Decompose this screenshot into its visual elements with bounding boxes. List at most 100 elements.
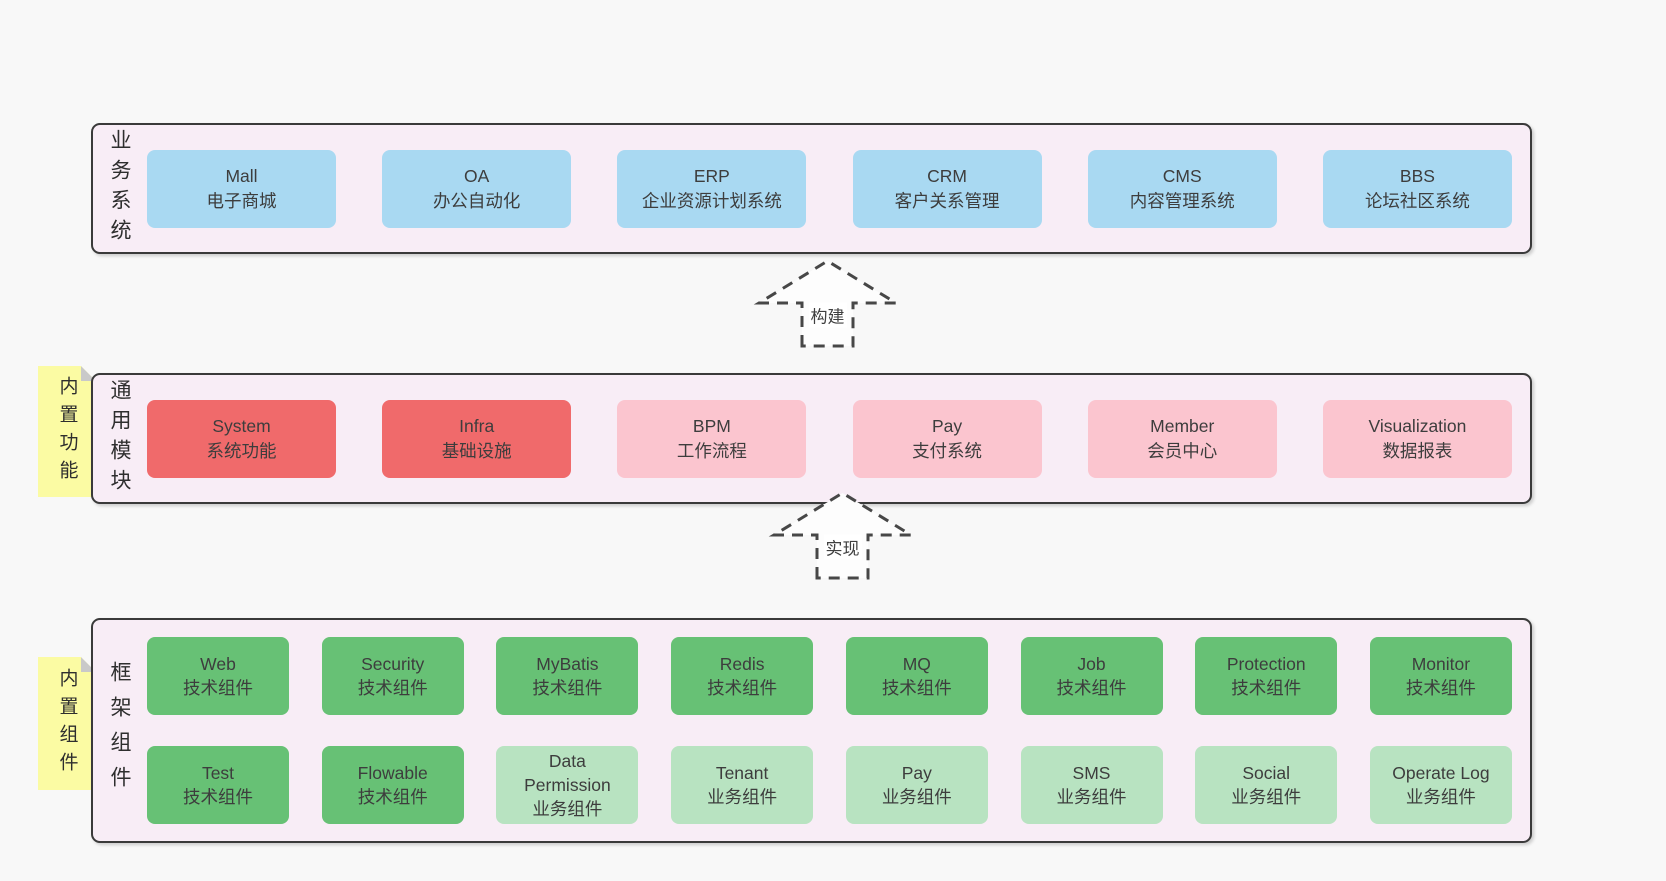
box-title: Pay xyxy=(901,762,932,783)
box-subtitle: 数据报表 xyxy=(1382,440,1453,461)
box-title: Tenant xyxy=(715,762,769,783)
arrow-label: 实现 xyxy=(823,534,862,560)
build-arrow: 构建 xyxy=(750,255,905,349)
box-crm: CRM 客户关系管理 xyxy=(852,149,1042,228)
box-title: Data Permission xyxy=(524,750,611,795)
box-security: Security 技术组件 xyxy=(321,637,464,715)
box-operate-log: Operate Log 业务组件 xyxy=(1369,746,1512,824)
box-title: Pay xyxy=(931,416,963,437)
box-subtitle: 业务组件 xyxy=(532,799,603,820)
box-subtitle: 业务组件 xyxy=(1231,787,1302,807)
box-title: Visualization xyxy=(1368,416,1467,437)
box-subtitle: 企业资源计划系统 xyxy=(641,190,782,211)
box-subtitle: 电子商城 xyxy=(206,190,277,211)
box-subtitle: 客户关系管理 xyxy=(894,190,1000,211)
box-sms: SMS 业务组件 xyxy=(1020,746,1163,824)
box-subtitle: 业务组件 xyxy=(1056,787,1127,807)
box-pay-system: Pay 支付系统 xyxy=(852,399,1042,478)
box-protection: Protection 技术组件 xyxy=(1195,637,1338,715)
box-title: CRM xyxy=(927,166,967,187)
section-common-modules: 通用模块 System 系统功能 Infra 基础设施 BPM 工作流程 Pay… xyxy=(91,373,1532,504)
section-title: 通用模块 xyxy=(108,378,131,499)
box-title: MyBatis xyxy=(536,653,599,674)
box-data-permission: Data Permission 业务组件 xyxy=(496,746,639,824)
section-framework-components: 框架组件 Web 技术组件 Security 技术组件 MyBatis 技术组件… xyxy=(91,618,1532,843)
box-subtitle: 业务组件 xyxy=(707,787,778,807)
box-title: Protection xyxy=(1226,653,1306,674)
box-job: Job 技术组件 xyxy=(1020,637,1163,715)
box-mybatis: MyBatis 技术组件 xyxy=(496,637,639,715)
sticky-tab-label: 内置组件 xyxy=(56,667,78,780)
box-title: ERP xyxy=(693,166,730,187)
component-row-1: Web 技术组件 Security 技术组件 MyBatis 技术组件 Redi… xyxy=(147,637,1512,715)
box-system: System 系统功能 xyxy=(147,399,336,478)
box-subtitle: 技术组件 xyxy=(707,678,778,698)
box-title: Infra xyxy=(459,416,495,437)
section-content: Web 技术组件 Security 技术组件 MyBatis 技术组件 Redi… xyxy=(145,620,1530,841)
box-title: Monitor xyxy=(1411,653,1471,674)
box-visualization: Visualization 数据报表 xyxy=(1322,399,1512,478)
box-oa: OA 办公自动化 xyxy=(382,149,572,228)
box-subtitle: 内容管理系统 xyxy=(1129,190,1235,211)
box-infra: Infra 基础设施 xyxy=(382,399,572,478)
box-title: BBS xyxy=(1399,166,1435,187)
box-monitor: Monitor 技术组件 xyxy=(1369,637,1512,715)
box-title: Social xyxy=(1242,762,1291,783)
box-web: Web 技术组件 xyxy=(147,637,289,715)
box-title: Member xyxy=(1150,416,1215,437)
box-subtitle: 技术组件 xyxy=(183,678,253,698)
box-title: Operate Log xyxy=(1392,762,1490,783)
box-title: MQ xyxy=(902,653,931,674)
box-subtitle: 技术组件 xyxy=(1405,678,1476,698)
section-content: System 系统功能 Infra 基础设施 BPM 工作流程 Pay 支付系统… xyxy=(145,375,1530,502)
box-title: Job xyxy=(1077,653,1106,674)
section-business-systems: 业务系统 Mall 电子商城 OA 办公自动化 ERP 企业资源计划系统 CRM… xyxy=(91,123,1532,254)
box-subtitle: 技术组件 xyxy=(1056,678,1127,698)
arrow-label: 构建 xyxy=(808,302,847,328)
box-member: Member 会员中心 xyxy=(1087,399,1277,478)
box-title: Security xyxy=(361,653,425,674)
box-title: BPM xyxy=(692,416,731,437)
box-title: CMS xyxy=(1162,166,1202,187)
box-subtitle: 论坛社区系统 xyxy=(1364,190,1470,211)
box-subtitle: 业务组件 xyxy=(1405,787,1476,807)
box-flowable: Flowable 技术组件 xyxy=(321,746,464,824)
box-bpm: BPM 工作流程 xyxy=(617,399,807,478)
sticky-tab-label: 内置功能 xyxy=(56,375,78,488)
box-subtitle: 系统功能 xyxy=(206,440,277,461)
section-title: 业务系统 xyxy=(108,128,131,249)
box-subtitle: 业务组件 xyxy=(881,787,952,807)
box-subtitle: 技术组件 xyxy=(881,678,952,698)
box-pay-component: Pay 业务组件 xyxy=(845,746,988,824)
box-subtitle: 技术组件 xyxy=(1231,678,1302,698)
box-social: Social 业务组件 xyxy=(1195,746,1338,824)
box-title: System xyxy=(212,416,271,437)
box-subtitle: 技术组件 xyxy=(532,678,603,698)
sticky-tab-built-in-features: 内置功能 xyxy=(38,366,96,497)
sticky-tab-built-in-components: 内置组件 xyxy=(38,657,96,790)
box-title: SMS xyxy=(1072,762,1111,783)
box-mq: MQ 技术组件 xyxy=(845,637,988,715)
box-erp: ERP 企业资源计划系统 xyxy=(617,149,807,228)
box-subtitle: 技术组件 xyxy=(357,787,428,807)
box-subtitle: 支付系统 xyxy=(912,440,983,461)
box-subtitle: 技术组件 xyxy=(357,678,428,698)
box-subtitle: 办公自动化 xyxy=(432,190,521,211)
box-subtitle: 基础设施 xyxy=(441,440,512,461)
box-redis: Redis 技术组件 xyxy=(671,637,814,715)
box-title: OA xyxy=(464,166,490,187)
box-bbs: BBS 论坛社区系统 xyxy=(1322,149,1512,228)
box-title: Redis xyxy=(719,653,765,674)
box-tenant: Tenant 业务组件 xyxy=(671,746,814,824)
component-row-2: Test 技术组件 Flowable 技术组件 Data Permission … xyxy=(147,746,1512,824)
box-cms: CMS 内容管理系统 xyxy=(1087,149,1277,228)
box-title: Flowable xyxy=(357,762,428,783)
box-subtitle: 会员中心 xyxy=(1147,440,1218,461)
box-subtitle: 技术组件 xyxy=(183,787,253,807)
box-test: Test 技术组件 xyxy=(147,746,289,824)
box-title: Test xyxy=(201,762,235,783)
implement-arrow: 实现 xyxy=(765,487,920,581)
box-title: Mall xyxy=(225,166,258,187)
section-content: Mall 电子商城 OA 办公自动化 ERP 企业资源计划系统 CRM 客户关系… xyxy=(145,125,1530,252)
box-title: Web xyxy=(200,653,236,674)
